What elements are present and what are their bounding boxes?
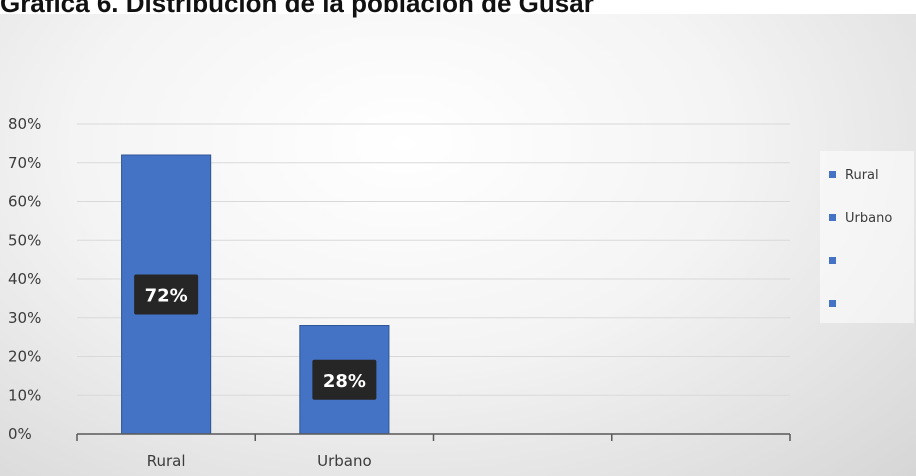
data-label-box	[134, 274, 199, 315]
y-tick-label: 10%	[8, 386, 41, 404]
y-tick-label: 20%	[8, 348, 41, 366]
y-axis-ticks: 0% 10% 20% 30% 40% 50% 60% 70% 80%	[8, 115, 41, 443]
data-labels: 72% 28%	[134, 274, 377, 400]
x-tick-label: Urbano	[317, 452, 372, 470]
data-label-text: 28%	[323, 371, 366, 392]
y-tick-label: 30%	[8, 309, 41, 327]
data-label: 28%	[312, 359, 377, 400]
chart-title: Gráfica 6. Distribución de la población …	[0, 0, 594, 18]
x-axis	[76, 433, 791, 441]
x-axis-labels: Rural Urbano	[147, 452, 372, 470]
legend: Rural Urbano	[820, 151, 914, 323]
y-tick-label: 70%	[8, 154, 41, 172]
data-label-text: 72%	[145, 286, 188, 307]
y-tick-label: 40%	[8, 270, 41, 288]
y-tick-label: 0%	[8, 425, 32, 443]
legend-box	[820, 151, 914, 323]
y-tick-label: 50%	[8, 231, 41, 249]
y-tick-label: 60%	[8, 193, 41, 211]
legend-label: Urbano	[845, 211, 892, 226]
data-label: 72%	[134, 274, 199, 315]
legend-swatch	[829, 257, 836, 264]
legend-label: Rural	[845, 168, 879, 183]
legend-swatch	[829, 214, 836, 221]
legend-swatch	[829, 171, 836, 178]
y-tick-label: 80%	[8, 115, 41, 133]
legend-swatch	[829, 300, 836, 307]
x-tick-label: Rural	[147, 452, 186, 470]
data-label-box	[312, 359, 377, 400]
